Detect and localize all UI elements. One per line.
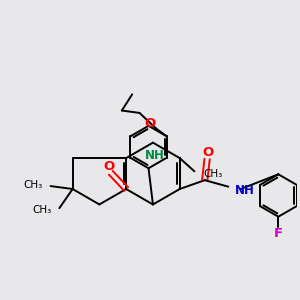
Text: O: O <box>202 146 213 159</box>
Text: O: O <box>145 117 156 130</box>
Text: F: F <box>274 227 283 240</box>
Text: O: O <box>103 160 114 173</box>
Text: NH: NH <box>235 184 255 197</box>
Text: NH: NH <box>145 148 164 161</box>
Text: CH₃: CH₃ <box>32 205 51 214</box>
Text: CH₃: CH₃ <box>204 169 223 179</box>
Text: CH₃: CH₃ <box>23 180 42 190</box>
